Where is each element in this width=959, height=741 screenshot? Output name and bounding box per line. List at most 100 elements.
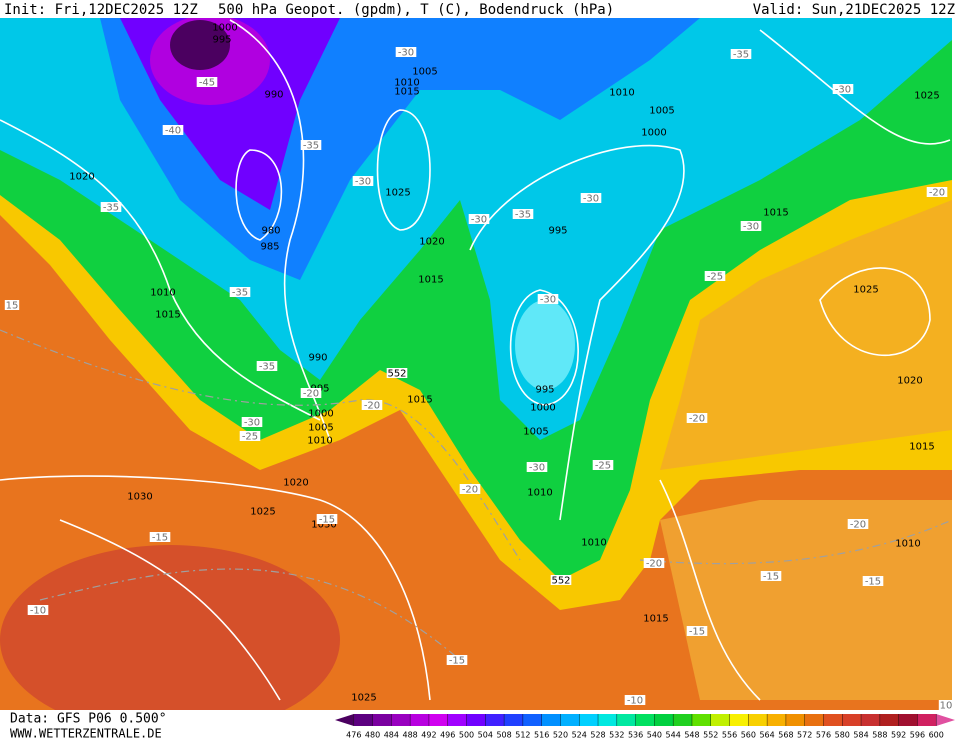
temperature-label: -30 bbox=[244, 418, 260, 429]
isobar-label: 1030 bbox=[127, 492, 152, 503]
isobar-label: 1025 bbox=[250, 507, 275, 518]
isobar-label: 1015 bbox=[407, 395, 432, 406]
colorbar: 476 480 484 488 492 496 500 504 508 512 516 520 524 5… bbox=[335, 714, 955, 740]
field-dark-purple bbox=[170, 20, 230, 70]
isobar bbox=[509, 289, 579, 406]
colorbar-tick-label: 516 bbox=[534, 731, 549, 740]
isobar-label: 1005 bbox=[649, 106, 674, 117]
isobar-label: 1020 bbox=[69, 172, 94, 183]
temperature-label: -20 bbox=[689, 414, 705, 425]
temperature-label: -15 bbox=[865, 577, 881, 588]
isobar-label: 995 bbox=[548, 226, 567, 237]
colorbar-tick-label: 476 bbox=[346, 731, 361, 740]
isobar bbox=[59, 519, 281, 701]
isobar-label: 1010 bbox=[609, 88, 634, 99]
temperature-label: -15 bbox=[763, 572, 779, 583]
isobar bbox=[376, 109, 431, 231]
temperature-label: -45 bbox=[199, 78, 215, 89]
isobar-label: 1025 bbox=[853, 285, 878, 296]
colorbar-box bbox=[391, 714, 411, 726]
temperature-label-box bbox=[395, 47, 417, 57]
colorbar-tick-label: 600 bbox=[929, 731, 944, 740]
isobar-label: 1015 bbox=[643, 614, 668, 625]
temperature-label: -20 bbox=[929, 188, 945, 199]
geopotential-label: 552 bbox=[551, 576, 570, 587]
isobar-label: 1000 bbox=[212, 23, 237, 34]
temperature-label-box bbox=[352, 176, 374, 186]
temperature-label-box bbox=[316, 514, 338, 524]
colorbar-tick-label: 520 bbox=[553, 731, 568, 740]
isobar-label: 1000 bbox=[308, 409, 333, 420]
colorbar-tick-label: 500 bbox=[459, 731, 474, 740]
geopotential-label: 552 bbox=[387, 369, 406, 380]
temperature-label-box bbox=[239, 431, 261, 441]
temperature-label-box bbox=[730, 49, 752, 59]
colorbar-tick-label: 484 bbox=[384, 731, 399, 740]
colorbar-tick-label: 592 bbox=[891, 731, 906, 740]
temperature-label: -30 bbox=[540, 295, 556, 306]
colorbar-box bbox=[579, 714, 599, 726]
isobar bbox=[469, 144, 685, 521]
colorbar-tick-label: 580 bbox=[835, 731, 850, 740]
colorbar-box bbox=[522, 714, 542, 726]
temperature-label: -30 bbox=[835, 85, 851, 96]
temperature-label: -35 bbox=[733, 50, 749, 61]
isobar-label: 990 bbox=[264, 90, 283, 101]
colorbar-box bbox=[748, 714, 768, 726]
colorbar-box bbox=[842, 714, 862, 726]
isobar-label: 1025 bbox=[351, 693, 376, 704]
isobar-label: 1025 bbox=[385, 188, 410, 199]
colorbar-box bbox=[729, 714, 749, 726]
temperature-label: -30 bbox=[355, 177, 371, 188]
temperature-label-box bbox=[862, 576, 884, 586]
temperature-label-box bbox=[256, 361, 278, 371]
temperature-label-box bbox=[27, 605, 49, 615]
temperature-label-box bbox=[580, 193, 602, 203]
temperature-label: -20 bbox=[364, 401, 380, 412]
colorbar-box bbox=[541, 714, 561, 726]
temperature-line bbox=[0, 329, 521, 561]
temperature-label: -30 bbox=[583, 194, 599, 205]
temperature-label-box bbox=[241, 417, 263, 427]
temperature-label-box bbox=[760, 571, 782, 581]
colorbar-box bbox=[861, 714, 881, 726]
colorbar-arrow bbox=[335, 714, 354, 726]
init-time: Init: Fri,12DEC2025 12Z bbox=[4, 2, 198, 18]
isobar bbox=[659, 479, 761, 701]
isobar-label: 1010 bbox=[307, 436, 332, 447]
map-labels: 1000995990980985102010101015990995100010… bbox=[4, 23, 954, 712]
temperature-label: -30 bbox=[743, 222, 759, 233]
temperature-label-box bbox=[847, 519, 869, 529]
temperature-label-box bbox=[229, 287, 251, 297]
temperature-label: -20 bbox=[462, 485, 478, 496]
temperature-label-box bbox=[938, 700, 954, 710]
geopotential-label-box bbox=[386, 368, 408, 378]
temperature-label: 15 bbox=[6, 301, 19, 312]
isobar-label: 1020 bbox=[283, 478, 308, 489]
colorbar-box bbox=[598, 714, 618, 726]
temperature-label: -40 bbox=[165, 126, 181, 137]
temperature-label-box bbox=[149, 532, 171, 542]
temperature-label-box bbox=[926, 187, 948, 197]
temperature-label-box bbox=[643, 558, 665, 568]
temperature-label-box bbox=[468, 214, 490, 224]
colorbar-arrow bbox=[936, 714, 955, 726]
temperature-label-box bbox=[624, 695, 646, 705]
temperature-line bbox=[639, 519, 953, 565]
isobar-label: 1010 bbox=[150, 288, 175, 299]
colorbar-box bbox=[710, 714, 730, 726]
isobar-label: 1000 bbox=[641, 128, 666, 139]
temperature-label: -35 bbox=[515, 210, 531, 221]
colorbar-box bbox=[635, 714, 655, 726]
temperature-label-box bbox=[100, 202, 122, 212]
temperature-label: -15 bbox=[152, 533, 168, 544]
colorbar-box bbox=[466, 714, 486, 726]
colorbar-tick-label: 504 bbox=[478, 731, 493, 740]
temperature-label: -20 bbox=[850, 520, 866, 531]
colorbar-box bbox=[898, 714, 918, 726]
colorbar-tick-label: 544 bbox=[666, 731, 681, 740]
valid-time: Valid: Sun,21DEC2025 12Z bbox=[753, 2, 955, 18]
colorbar-tick-label: 488 bbox=[403, 731, 418, 740]
colorbar-tick-label: 480 bbox=[365, 731, 380, 740]
